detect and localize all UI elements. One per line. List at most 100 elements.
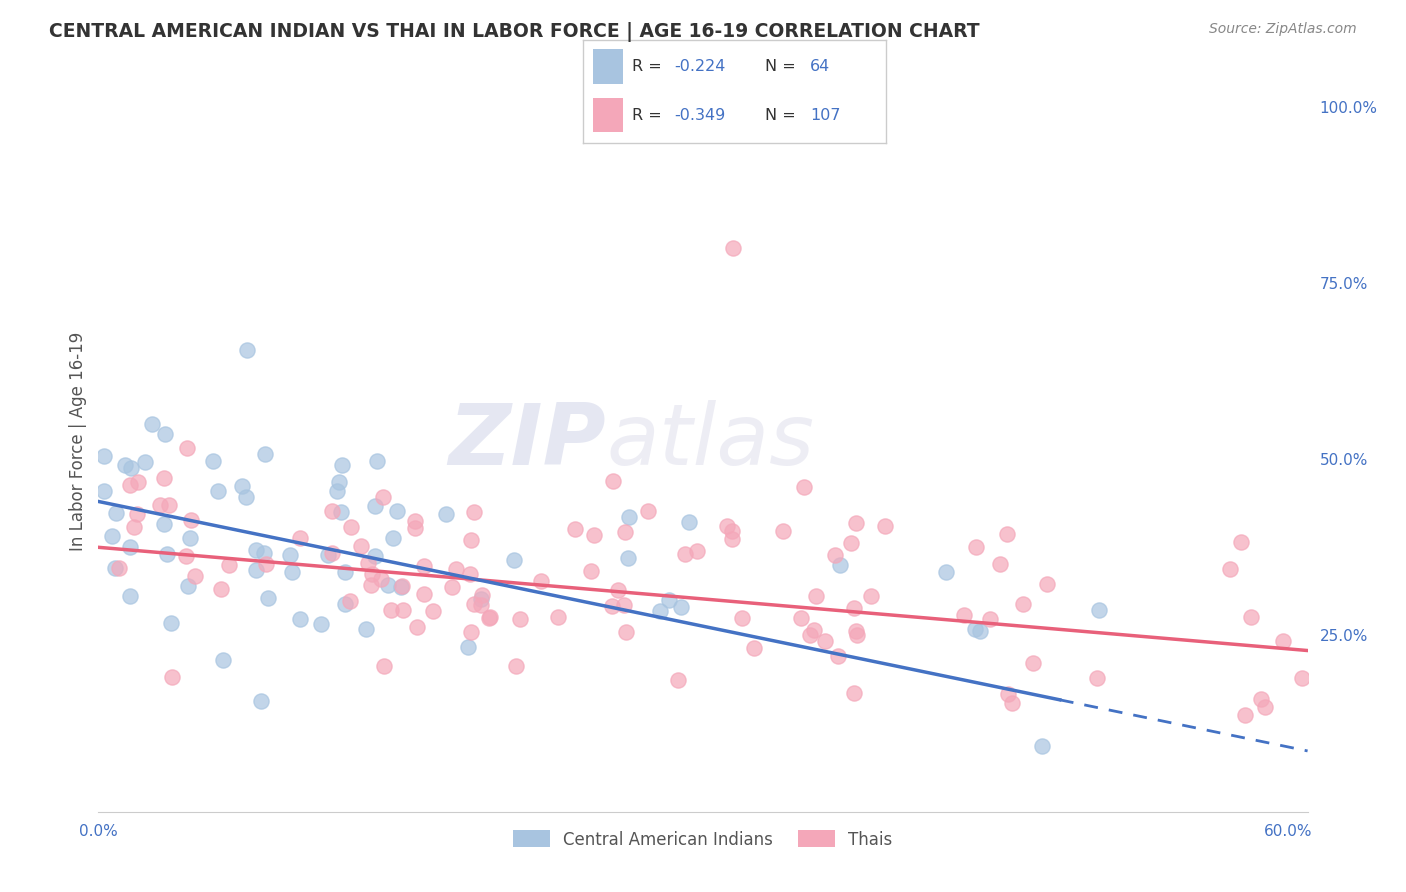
Point bbox=[1250, 692, 1272, 706]
Point bbox=[547, 609, 569, 624]
Point bbox=[617, 509, 640, 524]
Point bbox=[607, 583, 630, 598]
Point bbox=[405, 619, 427, 633]
Point bbox=[799, 628, 821, 642]
Point bbox=[125, 507, 148, 521]
Point bbox=[373, 659, 395, 673]
Point bbox=[391, 603, 413, 617]
Point bbox=[280, 565, 302, 579]
Point bbox=[371, 491, 394, 505]
Point bbox=[1036, 577, 1059, 591]
Point bbox=[845, 624, 868, 638]
Bar bbox=[592, 49, 623, 84]
Point bbox=[231, 479, 253, 493]
Point bbox=[404, 521, 426, 535]
Point bbox=[731, 611, 754, 625]
Text: R =: R = bbox=[631, 108, 666, 122]
Point bbox=[236, 343, 259, 357]
Point bbox=[616, 625, 638, 640]
Point bbox=[505, 658, 527, 673]
Point bbox=[460, 625, 482, 640]
Text: N =: N = bbox=[765, 108, 801, 122]
Point bbox=[444, 561, 467, 575]
Point bbox=[288, 532, 311, 546]
Point bbox=[377, 578, 399, 592]
Point bbox=[803, 623, 825, 637]
Point bbox=[463, 597, 485, 611]
Text: ZIP: ZIP bbox=[449, 400, 606, 483]
Text: N =: N = bbox=[765, 59, 801, 74]
Point bbox=[100, 529, 122, 543]
Point bbox=[1011, 597, 1033, 611]
Point bbox=[207, 483, 229, 498]
Point bbox=[827, 648, 849, 663]
Point bbox=[149, 498, 172, 512]
Point bbox=[742, 641, 765, 656]
Point bbox=[335, 565, 357, 579]
Point bbox=[141, 417, 163, 431]
Legend: Central American Indians, Thais: Central American Indians, Thais bbox=[506, 823, 900, 855]
Point bbox=[613, 598, 636, 612]
Text: Source: ZipAtlas.com: Source: ZipAtlas.com bbox=[1209, 22, 1357, 37]
Point bbox=[988, 557, 1011, 571]
Point bbox=[1031, 739, 1053, 753]
Point bbox=[360, 566, 382, 581]
Point bbox=[156, 548, 179, 562]
Point bbox=[364, 549, 387, 564]
Point bbox=[1219, 562, 1241, 576]
Text: 64: 64 bbox=[810, 59, 831, 74]
Bar bbox=[592, 97, 623, 132]
Point bbox=[460, 533, 482, 548]
Point bbox=[422, 604, 444, 618]
Point bbox=[366, 453, 388, 467]
Point bbox=[669, 599, 692, 614]
Point bbox=[509, 611, 531, 625]
Point bbox=[184, 569, 207, 583]
Point bbox=[333, 597, 356, 611]
Point bbox=[389, 580, 412, 594]
Point bbox=[600, 599, 623, 613]
Point bbox=[1254, 699, 1277, 714]
Point bbox=[180, 513, 202, 527]
Point bbox=[478, 609, 501, 624]
Point bbox=[245, 543, 267, 558]
Point bbox=[107, 561, 129, 575]
Point bbox=[658, 593, 681, 607]
Point bbox=[965, 540, 987, 554]
Point bbox=[613, 524, 636, 539]
Point bbox=[530, 574, 553, 589]
Point bbox=[772, 524, 794, 538]
Y-axis label: In Labor Force | Age 16-19: In Labor Force | Age 16-19 bbox=[69, 332, 87, 551]
Point bbox=[235, 490, 257, 504]
Point bbox=[842, 600, 865, 615]
Point bbox=[845, 516, 868, 530]
Point bbox=[177, 579, 200, 593]
Point bbox=[441, 581, 464, 595]
Point bbox=[995, 526, 1018, 541]
Point bbox=[793, 480, 815, 494]
Point bbox=[935, 565, 957, 579]
Point bbox=[339, 594, 361, 608]
Point bbox=[434, 507, 457, 521]
Point bbox=[463, 505, 485, 519]
Point bbox=[413, 587, 436, 601]
Point bbox=[288, 612, 311, 626]
Point bbox=[218, 558, 240, 572]
Point bbox=[503, 553, 526, 567]
Point bbox=[824, 549, 846, 563]
Point bbox=[321, 503, 343, 517]
Point bbox=[357, 556, 380, 570]
Point bbox=[385, 504, 408, 518]
Point bbox=[339, 520, 361, 534]
Point bbox=[616, 550, 638, 565]
Point bbox=[471, 588, 494, 602]
Point bbox=[860, 589, 883, 603]
Point bbox=[124, 520, 146, 534]
Point bbox=[1022, 657, 1045, 671]
Point bbox=[814, 634, 837, 648]
Point bbox=[969, 624, 991, 639]
Point bbox=[846, 627, 869, 641]
Point bbox=[120, 540, 142, 554]
Point bbox=[93, 449, 115, 463]
Point bbox=[250, 694, 273, 708]
